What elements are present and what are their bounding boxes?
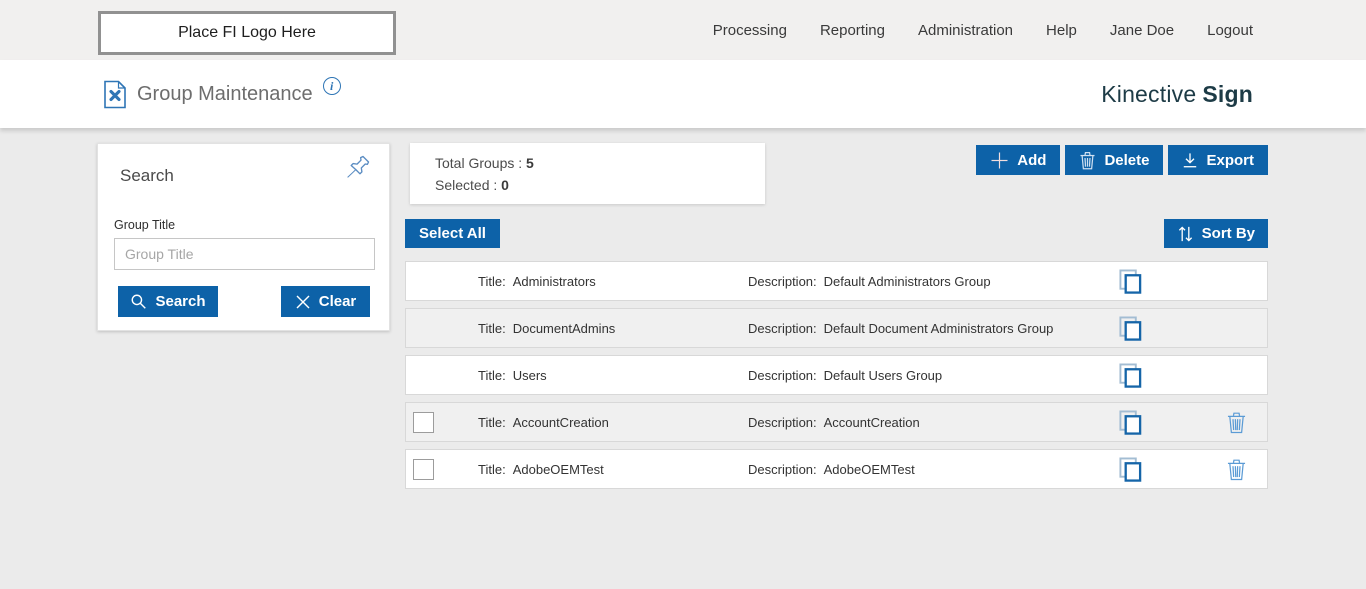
- table-row: Title: Users Description: Default Users Gr…: [405, 355, 1268, 395]
- trash-icon[interactable]: [1227, 411, 1246, 434]
- table-row: Title: DocumentAdmins Description: Default…: [405, 308, 1268, 348]
- row-title-value: Administrators: [512, 274, 596, 289]
- row-description-label: Description:: [748, 415, 817, 430]
- action-toolbar: Add Delete Export: [976, 145, 1268, 175]
- row-title-label: Title:: [478, 368, 506, 383]
- nav-item-help[interactable]: Help: [1046, 21, 1077, 39]
- top-bar: Place FI Logo Here Processing Reporting …: [0, 0, 1366, 60]
- row-title-label: Title:: [478, 462, 506, 477]
- row-title-value: Users: [512, 368, 547, 383]
- row-description-label: Description:: [748, 274, 817, 289]
- group-title-label: Group Title: [114, 218, 176, 232]
- copy-icon[interactable]: [1118, 363, 1143, 389]
- brand-logo: Kinective Sign: [1101, 60, 1253, 128]
- row-description-value: Default Administrators Group: [823, 274, 991, 289]
- search-panel-title: Search: [120, 166, 174, 185]
- delete-button[interactable]: Delete: [1065, 145, 1164, 175]
- summary-box: Total Groups : 5 Selected : 0: [410, 143, 765, 204]
- row-description: Description: AccountCreation: [748, 403, 920, 442]
- row-description-label: Description:: [748, 462, 817, 477]
- copy-icon[interactable]: [1118, 269, 1143, 295]
- nav-item-administration[interactable]: Administration: [917, 21, 1014, 39]
- pushpin-icon[interactable]: [344, 154, 371, 181]
- up-down-arrows-icon: [1177, 225, 1194, 243]
- nav-item-logout[interactable]: Logout: [1207, 21, 1253, 39]
- main-content: Search Group Title Search Clear: [0, 128, 1366, 589]
- row-description-value: AccountCreation: [823, 415, 920, 430]
- row-description-value: AdobeOEMTest: [823, 462, 915, 477]
- row-title: Title: DocumentAdmins: [478, 309, 615, 348]
- sort-by-button[interactable]: Sort By: [1163, 219, 1268, 248]
- add-button[interactable]: Add: [976, 145, 1061, 175]
- brand-name: Kinective: [1101, 80, 1197, 107]
- nav-item-user[interactable]: Jane Doe: [1109, 21, 1175, 39]
- clear-button[interactable]: Clear: [281, 286, 370, 317]
- group-title-input[interactable]: [114, 238, 375, 270]
- row-description: Description: Default Document Administrat…: [748, 309, 1053, 348]
- search-button[interactable]: Search: [118, 286, 218, 317]
- row-description: Description: Default Users Group: [748, 356, 942, 395]
- fi-logo-placeholder: Place FI Logo Here: [98, 11, 396, 55]
- row-title: Title: Administrators: [478, 262, 596, 301]
- info-icon[interactable]: i: [322, 77, 341, 95]
- row-description-value: Default Users Group: [823, 368, 943, 383]
- row-title: Title: AccountCreation: [478, 403, 609, 442]
- select-all-button[interactable]: Select All: [405, 219, 500, 248]
- row-title-label: Title:: [478, 415, 506, 430]
- group-list: Title: Administrators Description: Default…: [405, 261, 1268, 496]
- copy-icon[interactable]: [1118, 457, 1143, 483]
- export-button[interactable]: Export: [1168, 145, 1268, 175]
- row-title-value: AccountCreation: [512, 415, 609, 430]
- total-groups: Total Groups : 5: [435, 155, 534, 171]
- x-icon: [295, 294, 311, 310]
- row-checkbox[interactable]: [413, 412, 434, 433]
- copy-icon[interactable]: [1118, 316, 1143, 342]
- page-header: Group Maintenance i Kinective Sign: [0, 60, 1366, 128]
- search-panel: Search Group Title Search Clear: [97, 143, 390, 331]
- table-row: Title: Administrators Description: Default…: [405, 261, 1268, 301]
- nav-item-processing[interactable]: Processing: [712, 21, 787, 39]
- row-description: Description: Default Administrators Group: [748, 262, 991, 301]
- row-title: Title: AdobeOEMTest: [478, 450, 604, 489]
- table-row: Title: AccountCreation Description: Accoun…: [405, 402, 1268, 442]
- selected-count: Selected : 0: [435, 177, 509, 193]
- magnifier-icon: [130, 293, 147, 310]
- trash-icon: [1079, 151, 1096, 170]
- row-description: Description: AdobeOEMTest: [748, 450, 915, 489]
- row-checkbox[interactable]: [413, 459, 434, 480]
- nav-item-reporting[interactable]: Reporting: [819, 21, 885, 39]
- download-icon: [1182, 152, 1198, 169]
- table-row: Title: AdobeOEMTest Description: AdobeOEMT…: [405, 449, 1268, 489]
- row-title-value: AdobeOEMTest: [512, 462, 604, 477]
- row-description-label: Description:: [748, 321, 817, 336]
- document-x-icon: [103, 80, 127, 109]
- row-title-value: DocumentAdmins: [512, 321, 616, 336]
- page-title: Group Maintenance: [137, 82, 313, 105]
- row-description-label: Description:: [748, 368, 817, 383]
- row-title-label: Title:: [478, 274, 506, 289]
- copy-icon[interactable]: [1118, 410, 1143, 436]
- trash-icon[interactable]: [1227, 458, 1246, 481]
- plus-icon: [990, 151, 1009, 170]
- row-title-label: Title:: [478, 321, 506, 336]
- brand-product: Sign: [1202, 80, 1253, 107]
- row-description-value: Default Document Administrators Group: [823, 321, 1054, 336]
- row-title: Title: Users: [478, 356, 547, 395]
- top-nav: Processing Reporting Administration Help…: [713, 0, 1253, 60]
